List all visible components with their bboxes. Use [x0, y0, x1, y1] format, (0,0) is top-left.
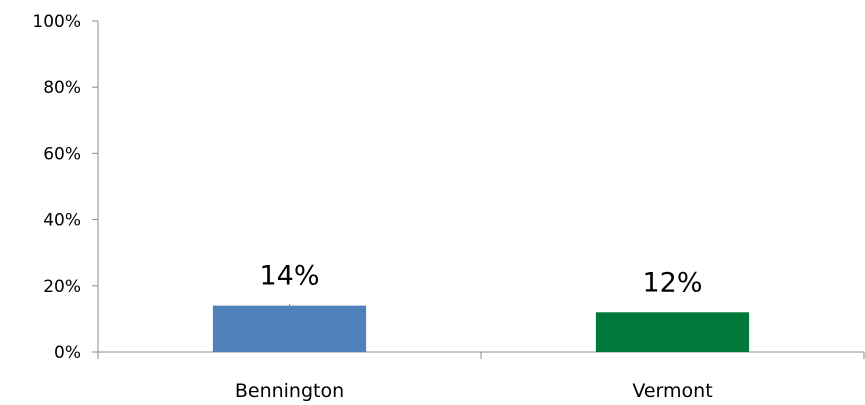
y-axis: 0% 20% 40% 60% 80% 100% [32, 12, 99, 363]
x-axis: Bennington Vermont [97, 351, 865, 402]
bar-vermont [595, 312, 750, 352]
y-tick-label: 100% [32, 12, 81, 32]
y-tick-label: 0% [54, 343, 81, 363]
bar-series [212, 304, 750, 352]
y-tick-label: 80% [43, 78, 81, 98]
data-label: 12% [642, 267, 702, 298]
x-category-label: Vermont [632, 380, 712, 402]
y-tick-label: 40% [43, 211, 81, 231]
bar-bennington [212, 305, 367, 352]
x-category-label: Bennington [235, 380, 344, 402]
data-label: 14% [259, 261, 319, 292]
y-tick-label: 20% [43, 277, 81, 297]
y-tick-label: 60% [43, 144, 81, 164]
data-labels: 14% 12% [259, 261, 702, 299]
